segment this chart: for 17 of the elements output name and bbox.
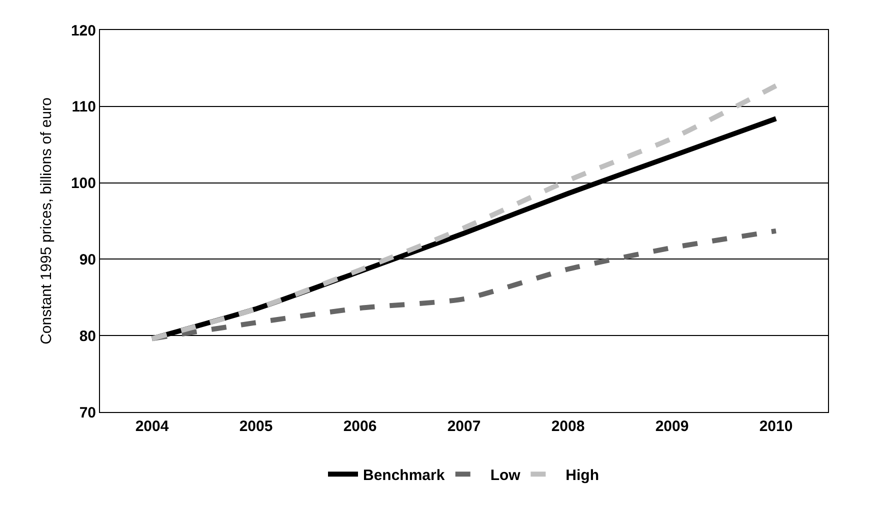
legend-label: Benchmark [363, 466, 446, 484]
y-tick-label: 70 [79, 404, 96, 422]
x-tick-label: 2006 [343, 418, 377, 435]
legend-label: Low [490, 466, 521, 484]
legend-label: High [566, 466, 600, 484]
y-tick-label: 100 [70, 175, 96, 192]
y-axis-title: Constant 1995 prices, billions of euro [38, 98, 56, 344]
x-tick-label: 2008 [551, 418, 585, 435]
x-tick-label: 2005 [239, 418, 273, 435]
y-tick-label: 110 [72, 98, 96, 116]
y-tick-label: 90 [79, 251, 96, 268]
x-tick-label: 2007 [447, 418, 481, 435]
x-tick-label: 2004 [135, 418, 170, 435]
x-tick-label: 2010 [759, 418, 793, 435]
y-tick-label: 120 [70, 22, 96, 40]
x-tick-label: 2009 [655, 418, 689, 435]
y-tick-label: 80 [79, 328, 96, 345]
